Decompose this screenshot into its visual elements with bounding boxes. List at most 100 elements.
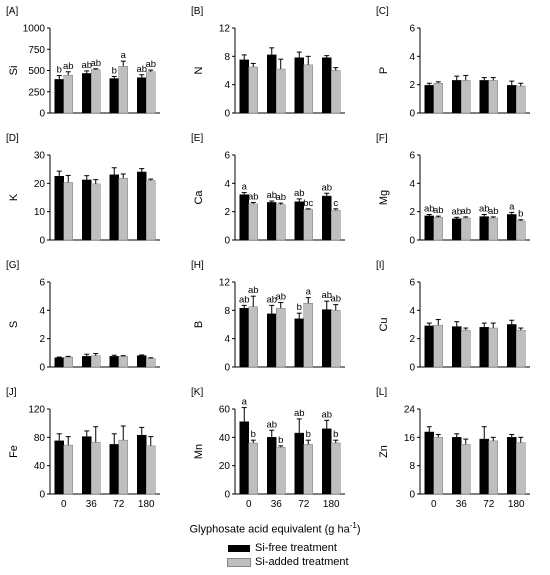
bar-b-si-added <box>331 310 341 368</box>
bar-fe-si-free <box>137 434 147 495</box>
panel-tag-fe: [J] <box>6 387 17 398</box>
significance-letter-b: ab <box>330 294 341 305</box>
panel-cu: [I] 0 2 4 6 Cu <box>376 260 530 374</box>
significance-letter-si: ab <box>145 59 156 70</box>
y-tick-label-fe: 80 <box>34 433 46 444</box>
bar-n-si-added <box>331 70 341 114</box>
y-tick-label-s: 0 <box>39 363 45 374</box>
significance-letter-ca: a <box>242 182 248 193</box>
significance-letter-si: a <box>121 50 127 61</box>
significance-letter-b: ab <box>321 290 332 301</box>
bar-b-si-added <box>276 307 286 368</box>
bar-b-si-free <box>322 309 332 368</box>
y-tick-label-ca: 2 <box>224 207 230 218</box>
legend-item-si-free: Si-free treatment <box>228 541 349 555</box>
panel-tag-mn: [K] <box>191 387 203 398</box>
significance-letter-si: ab <box>90 58 101 69</box>
y-axis-label-n: N <box>193 66 205 74</box>
y-tick-label-fe: 0 <box>39 490 45 501</box>
legend-label-si-free: Si-free treatment <box>255 542 337 554</box>
y-tick-label-ca: 0 <box>224 236 230 247</box>
legend-label-si-added: Si-added treatment <box>255 556 349 568</box>
panel-tag-mg: [F] <box>376 133 388 144</box>
y-axis-label-k: K <box>8 193 20 201</box>
bar-cu-si-free <box>507 324 517 368</box>
y-tick-label-mn: 20 <box>219 461 231 472</box>
y-tick-label-zn: 16 <box>404 433 416 444</box>
significance-letter-mg: a <box>509 201 515 212</box>
y-tick-label-s: 4 <box>39 306 45 317</box>
y-tick-label-b: 12 <box>219 278 231 289</box>
y-tick-label-p: 4 <box>409 52 415 63</box>
significance-letter-mn: a <box>242 397 248 408</box>
bar-s-si-free <box>82 356 92 368</box>
bar-ca-si-added <box>248 203 258 241</box>
y-tick-label-b: 8 <box>224 306 230 317</box>
bar-p-si-added <box>488 80 498 114</box>
significance-letter-ca: c <box>333 198 338 209</box>
y-tick-label-mn: 40 <box>219 433 231 444</box>
bar-zn-si-added <box>433 437 443 495</box>
y-tick-label-n: 0 <box>224 109 230 120</box>
bar-cu-si-added <box>516 329 526 368</box>
x-axis-title-superscript: -1 <box>349 521 357 530</box>
bar-p-si-added <box>516 85 526 114</box>
significance-letter-si: b <box>57 65 62 76</box>
bar-s-si-free <box>109 356 119 368</box>
panel-tag-si: [A] <box>6 6 18 17</box>
bar-si-si-free <box>109 78 119 114</box>
panel-n: [B] 0 4 8 12 N <box>191 6 345 120</box>
y-tick-label-ca: 6 <box>224 151 230 162</box>
bar-p-si-free <box>479 80 489 114</box>
bar-p-si-free <box>507 85 517 114</box>
legend-swatch-si-free <box>228 544 250 552</box>
bar-k-si-added <box>63 182 73 241</box>
bar-mg-si-added <box>433 217 443 241</box>
y-axis-label-zn: Zn <box>378 445 390 458</box>
bar-ca-si-free <box>322 195 332 241</box>
y-tick-label-p: 2 <box>409 80 415 91</box>
y-tick-label-b: 0 <box>224 363 230 374</box>
x-tick-label-mn: 72 <box>298 499 310 510</box>
x-axis-title: Glyphosate acid equivalent (g ha-1) <box>0 521 550 536</box>
x-tick-label-mn: 0 <box>246 499 252 510</box>
y-tick-label-mn: 60 <box>219 405 231 416</box>
panel-tag-n: [B] <box>191 6 203 17</box>
bar-cu-si-free <box>479 327 489 368</box>
panel-tag-zn: [L] <box>376 387 387 398</box>
significance-letter-b: a <box>306 287 312 298</box>
bar-n-si-free <box>267 54 277 114</box>
bar-cu-si-added <box>488 327 498 368</box>
y-tick-label-fe: 120 <box>28 405 45 416</box>
bar-fe-si-added <box>118 439 128 495</box>
y-tick-label-mg: 4 <box>409 179 415 190</box>
bar-s-si-free <box>54 357 64 368</box>
bar-ca-si-free <box>267 202 277 241</box>
y-tick-label-s: 6 <box>39 278 45 289</box>
bar-mn-si-free <box>239 421 249 495</box>
y-tick-label-s: 2 <box>39 334 45 345</box>
significance-letter-mg: ab <box>488 206 499 217</box>
bar-fe-si-added <box>146 445 156 495</box>
significance-letter-b: ab <box>248 285 259 296</box>
legend-swatch-si-added <box>227 557 251 567</box>
bar-mg-si-added <box>488 217 498 241</box>
bar-zn-si-free <box>452 437 462 495</box>
significance-letter-mn: b <box>251 429 256 440</box>
panel-zn: [L] 0 8 16 24 Zn 0 36 72 180 <box>376 387 530 510</box>
significance-letter-b: ab <box>239 294 250 305</box>
y-tick-label-si: 0 <box>39 109 45 120</box>
bar-mn-si-added <box>331 442 341 495</box>
significance-letter-ca: ab <box>275 192 286 203</box>
significance-letter-si: ab <box>136 64 147 75</box>
bar-si-si-added <box>63 74 73 114</box>
bar-p-si-free <box>452 80 462 114</box>
bar-mn-si-free <box>294 432 304 495</box>
bar-n-si-free <box>294 57 304 114</box>
bar-s-si-added <box>63 356 73 368</box>
significance-letter-ca: bc <box>303 198 313 209</box>
significance-letter-ca: ab <box>294 188 305 199</box>
y-tick-label-k: 30 <box>34 151 46 162</box>
